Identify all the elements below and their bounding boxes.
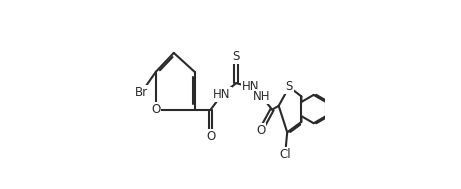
Text: O: O <box>256 124 266 137</box>
Text: HN: HN <box>242 81 259 93</box>
Text: NH: NH <box>253 90 271 103</box>
Text: Br: Br <box>135 86 148 99</box>
Text: Cl: Cl <box>279 148 291 160</box>
Text: O: O <box>151 103 160 116</box>
Text: S: S <box>232 50 240 63</box>
Text: S: S <box>285 81 293 93</box>
Text: O: O <box>206 130 215 143</box>
Text: HN: HN <box>213 88 231 101</box>
